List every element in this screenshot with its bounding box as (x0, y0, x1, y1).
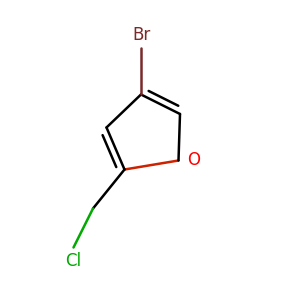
Text: Cl: Cl (65, 252, 82, 270)
Text: O: O (187, 151, 200, 169)
Text: Br: Br (132, 26, 150, 44)
